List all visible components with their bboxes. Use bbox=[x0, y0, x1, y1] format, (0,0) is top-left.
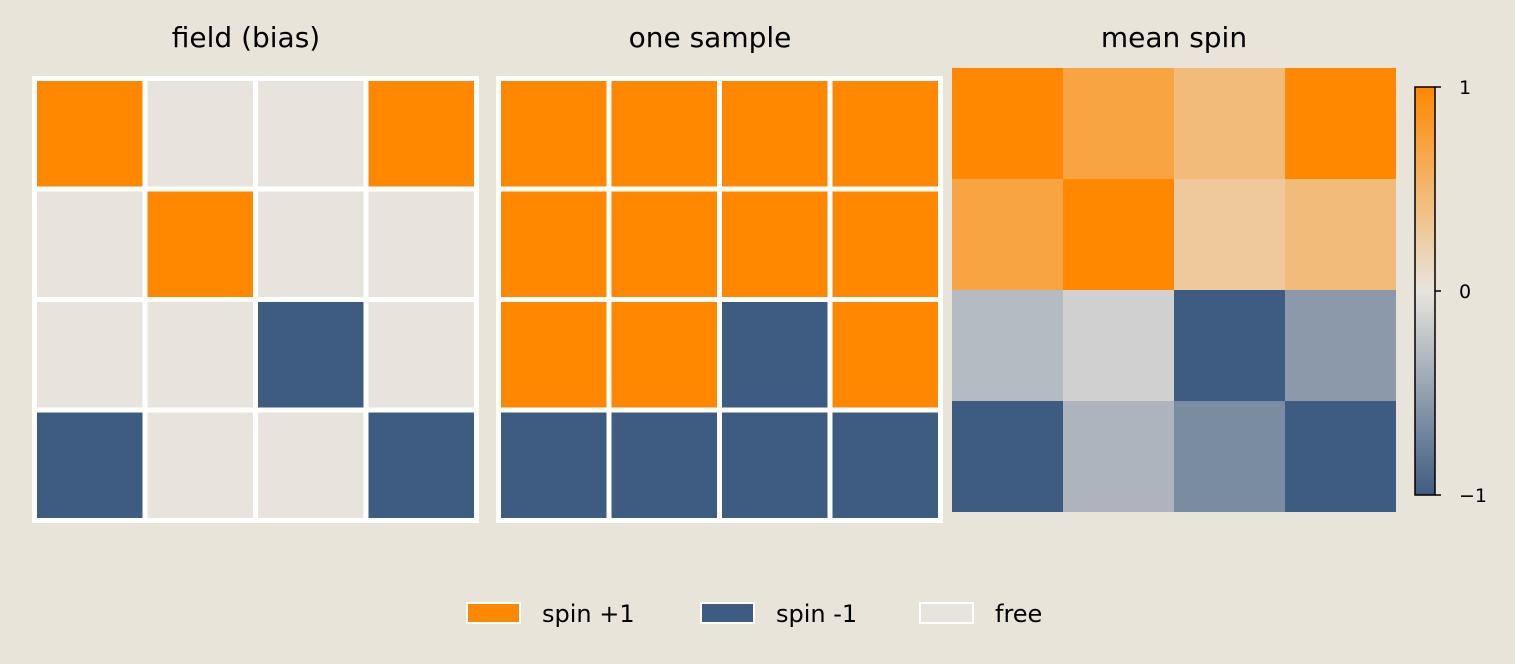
cell-r0-c2 bbox=[1174, 68, 1285, 179]
cell-r1-c2 bbox=[722, 191, 828, 297]
cell-r1-c0 bbox=[37, 191, 143, 297]
cell-r3-c2 bbox=[722, 412, 828, 518]
cell-r2-c3 bbox=[1285, 290, 1396, 401]
cell-r2-c0 bbox=[37, 302, 143, 408]
colorbar-gradient bbox=[1414, 86, 1436, 496]
mean-spin-heatmap bbox=[952, 68, 1396, 512]
colorbar-ticks: 1 0 −1 bbox=[1435, 77, 1487, 507]
cell-r1-c1 bbox=[611, 191, 717, 297]
cell-r0-c0 bbox=[37, 81, 143, 187]
cell-r3-c1 bbox=[147, 412, 253, 518]
cell-r1-c3 bbox=[832, 191, 938, 297]
cell-r2-c2 bbox=[722, 302, 828, 408]
cell-r1-c0 bbox=[501, 191, 607, 297]
cell-r1-c1 bbox=[1063, 179, 1174, 290]
cell-r3-c1 bbox=[1063, 401, 1174, 512]
cell-r0-c1 bbox=[1063, 68, 1174, 179]
cell-r1-c2 bbox=[258, 191, 364, 297]
cell-r0-c0 bbox=[501, 81, 607, 187]
cell-r3-c2 bbox=[258, 412, 364, 518]
cell-r1-c1 bbox=[147, 191, 253, 297]
legend-label: spin -1 bbox=[776, 600, 857, 628]
cell-r2-c0 bbox=[501, 302, 607, 408]
cell-r3-c3 bbox=[832, 412, 938, 518]
cell-r0-c0 bbox=[952, 68, 1063, 179]
cell-r2-c3 bbox=[368, 302, 474, 408]
cell-r2-c1 bbox=[1063, 290, 1174, 401]
cell-r3-c1 bbox=[611, 412, 717, 518]
cell-r2-c1 bbox=[611, 302, 717, 408]
cell-r0-c1 bbox=[147, 81, 253, 187]
cell-r1-c2 bbox=[1174, 179, 1285, 290]
panel-title-field-bias: field (bias) bbox=[172, 21, 320, 54]
panel-title-one-sample: one sample bbox=[629, 21, 792, 54]
cell-r2-c3 bbox=[832, 302, 938, 408]
cell-r0-c2 bbox=[722, 81, 828, 187]
legend-swatch bbox=[700, 602, 755, 624]
colorbar-tick-label: −1 bbox=[1459, 485, 1487, 507]
cell-r3-c2 bbox=[1174, 401, 1285, 512]
cell-r2-c2 bbox=[1174, 290, 1285, 401]
cell-r0-c3 bbox=[1285, 68, 1396, 179]
cell-r3-c3 bbox=[368, 412, 474, 518]
legend: spin +1 spin -1 free bbox=[466, 600, 1042, 628]
cell-r3-c0 bbox=[37, 412, 143, 518]
legend-label: spin +1 bbox=[542, 600, 635, 628]
cell-r3-c0 bbox=[501, 412, 607, 518]
cell-r1-c0 bbox=[952, 179, 1063, 290]
panel-mean-spin: mean spin bbox=[952, 21, 1396, 512]
legend-swatch bbox=[919, 602, 974, 624]
panel-field-bias: field (bias) bbox=[32, 21, 479, 523]
colorbar-tick-label: 1 bbox=[1459, 77, 1471, 99]
cell-r3-c0 bbox=[952, 401, 1063, 512]
legend-label: free bbox=[995, 600, 1042, 628]
cell-r0-c3 bbox=[368, 81, 474, 187]
cell-r1-c3 bbox=[368, 191, 474, 297]
one-sample-grid bbox=[496, 76, 943, 523]
cell-r0-c3 bbox=[832, 81, 938, 187]
panel-title-mean-spin: mean spin bbox=[1101, 21, 1247, 54]
colorbar: 1 0 −1 bbox=[1414, 77, 1487, 507]
colorbar-tick-label: 0 bbox=[1459, 281, 1471, 303]
cell-r2-c0 bbox=[952, 290, 1063, 401]
cell-r0-c2 bbox=[258, 81, 364, 187]
panel-one-sample: one sample bbox=[496, 21, 943, 523]
cell-r3-c3 bbox=[1285, 401, 1396, 512]
field-bias-grid bbox=[32, 76, 479, 523]
cell-r2-c2 bbox=[258, 302, 364, 408]
cell-r2-c1 bbox=[147, 302, 253, 408]
cell-r1-c3 bbox=[1285, 179, 1396, 290]
legend-swatch bbox=[466, 602, 521, 624]
cell-r0-c1 bbox=[611, 81, 717, 187]
